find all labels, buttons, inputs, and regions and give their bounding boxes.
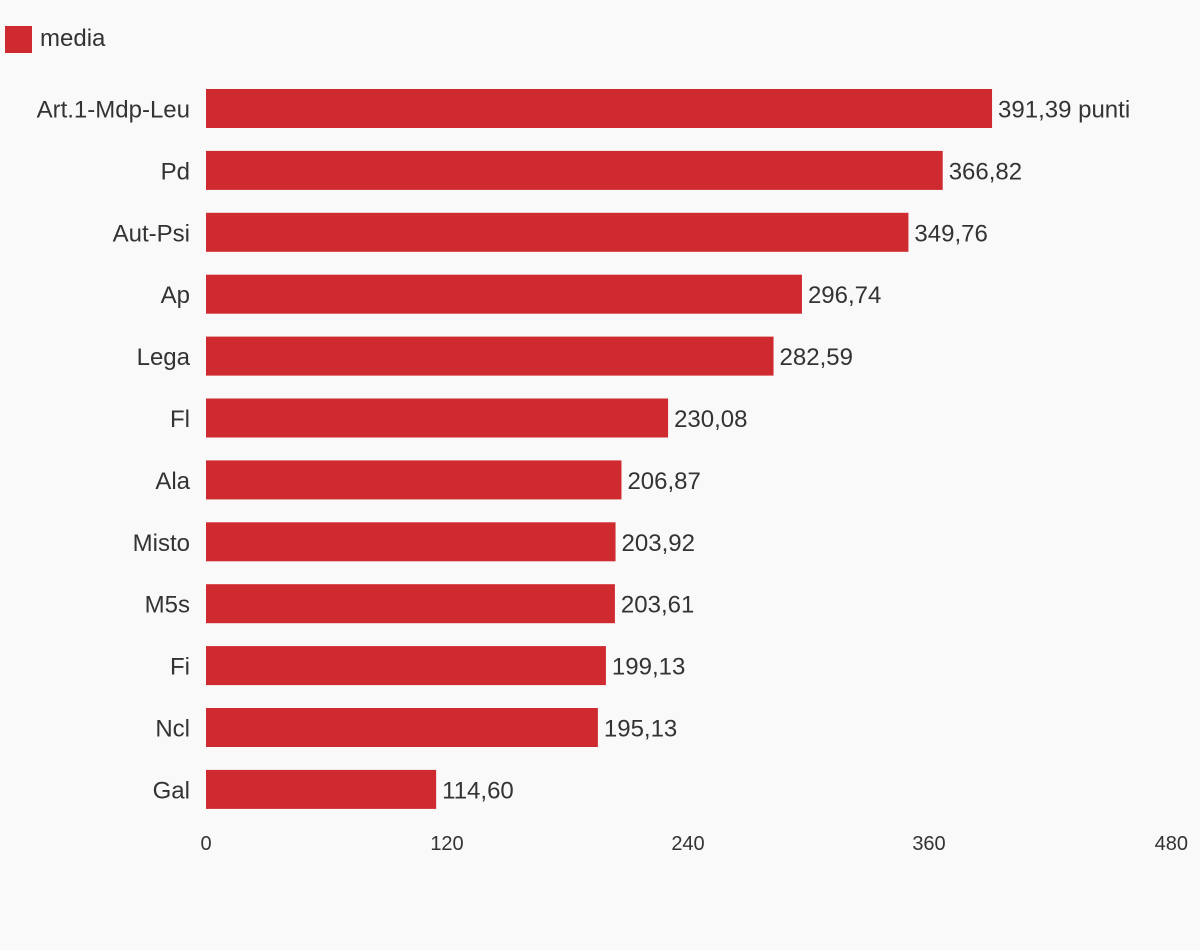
- bar: [206, 274, 802, 314]
- bar: [206, 398, 669, 438]
- value-label: 203,92: [622, 530, 695, 557]
- category-label: Art.1-Mdp-Leu: [37, 97, 190, 124]
- bar: [206, 769, 437, 809]
- x-tick-label: 480: [1155, 833, 1188, 855]
- bar: [206, 150, 943, 190]
- value-label: 114,60: [442, 777, 514, 804]
- bar: [206, 522, 616, 562]
- x-tick-label: 240: [671, 833, 704, 855]
- bar: [206, 89, 993, 128]
- value-label: 230,08: [674, 406, 747, 433]
- x-tick-label: 360: [912, 833, 945, 855]
- value-label: 203,61: [621, 592, 694, 619]
- bar: [206, 584, 615, 624]
- value-label: 206,87: [627, 468, 700, 495]
- bar: [206, 646, 606, 686]
- category-label: Fl: [170, 406, 190, 433]
- x-tick-label: 0: [200, 833, 211, 855]
- category-label: Ncl: [155, 716, 190, 743]
- legend: media: [5, 25, 105, 53]
- category-label: Ap: [161, 282, 190, 309]
- legend-label: media: [40, 25, 106, 52]
- value-label: 282,59: [780, 344, 853, 371]
- category-label: Fi: [170, 654, 190, 681]
- bar: [206, 708, 598, 747]
- legend-swatch: [5, 25, 32, 53]
- value-label: 199,13: [612, 654, 685, 681]
- category-label: Ala: [155, 468, 190, 495]
- bar: [206, 336, 774, 376]
- category-label: M5s: [145, 592, 190, 619]
- category-label: Lega: [137, 344, 191, 371]
- value-label: 195,13: [604, 716, 677, 743]
- bar: [206, 212, 909, 252]
- category-label: Aut-Psi: [113, 220, 190, 247]
- bar: [206, 460, 622, 500]
- category-label: Misto: [133, 530, 190, 557]
- value-label: 296,74: [808, 282, 881, 309]
- value-label: 366,82: [949, 158, 1022, 185]
- x-tick-label: 120: [430, 833, 463, 855]
- category-label: Gal: [153, 777, 190, 804]
- value-label: 349,76: [914, 220, 987, 247]
- category-label: Pd: [161, 158, 190, 185]
- value-label: 391,39 punti: [998, 97, 1130, 124]
